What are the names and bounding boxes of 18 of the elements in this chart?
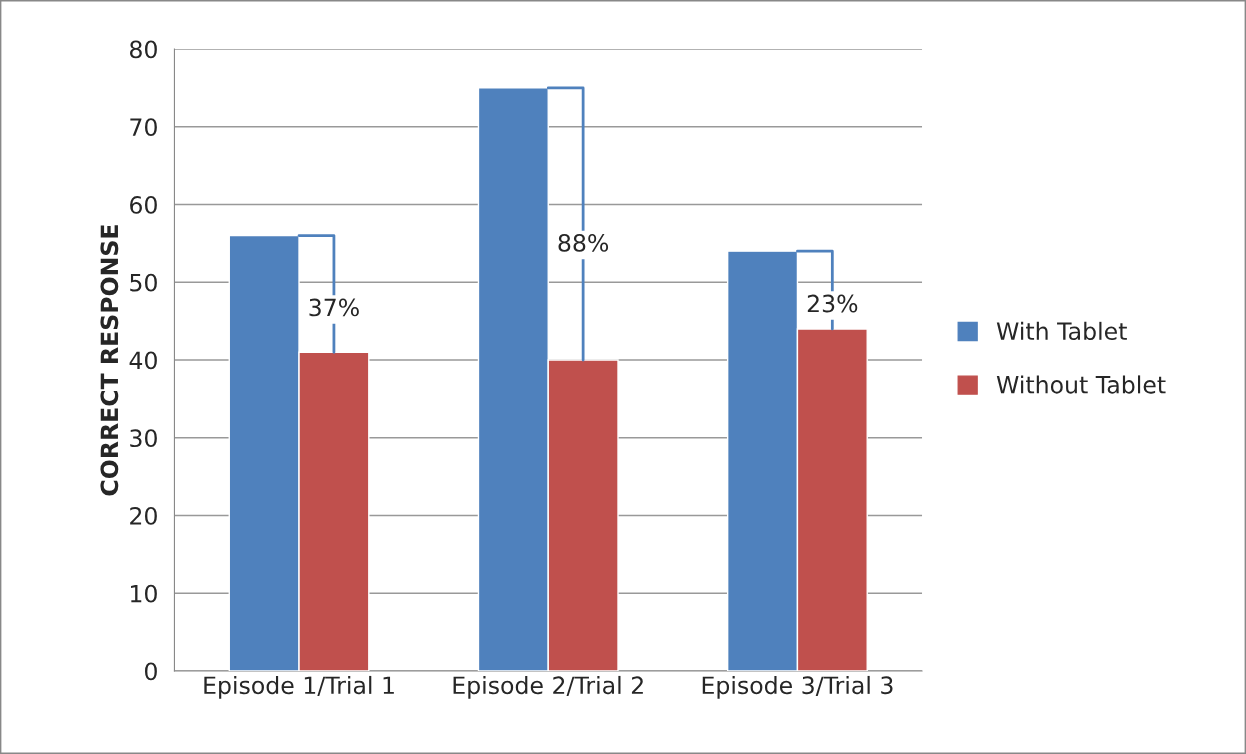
y-tick-label: 80 (130, 40, 157, 59)
legend-label: With Tablet (996, 321, 1127, 341)
y-tick-label: 50 (130, 273, 157, 292)
annotation: 37% (309, 298, 359, 317)
y-tick-label: 40 (129, 351, 157, 370)
y-tick-label: 20 (130, 506, 157, 525)
y-tick-label: 0 (145, 662, 157, 681)
x-tick-label: Episode 2/Trial 2 (453, 675, 643, 699)
y-axis-title: CORRECT RESPONSE (100, 225, 119, 496)
y-tick-label: 70 (130, 118, 157, 137)
y-tick-label: 10 (131, 584, 157, 603)
annotation: 23% (807, 294, 858, 313)
legend-label: Without Tablet (996, 375, 1166, 394)
x-tick-label: Episode 1/Trial 1 (204, 675, 394, 699)
x-tick-label: Episode 3/Trial 3 (702, 675, 893, 699)
y-tick-label: 30 (130, 429, 157, 448)
y-tick-label: 60 (130, 195, 157, 214)
annotation: 88% (558, 233, 609, 252)
